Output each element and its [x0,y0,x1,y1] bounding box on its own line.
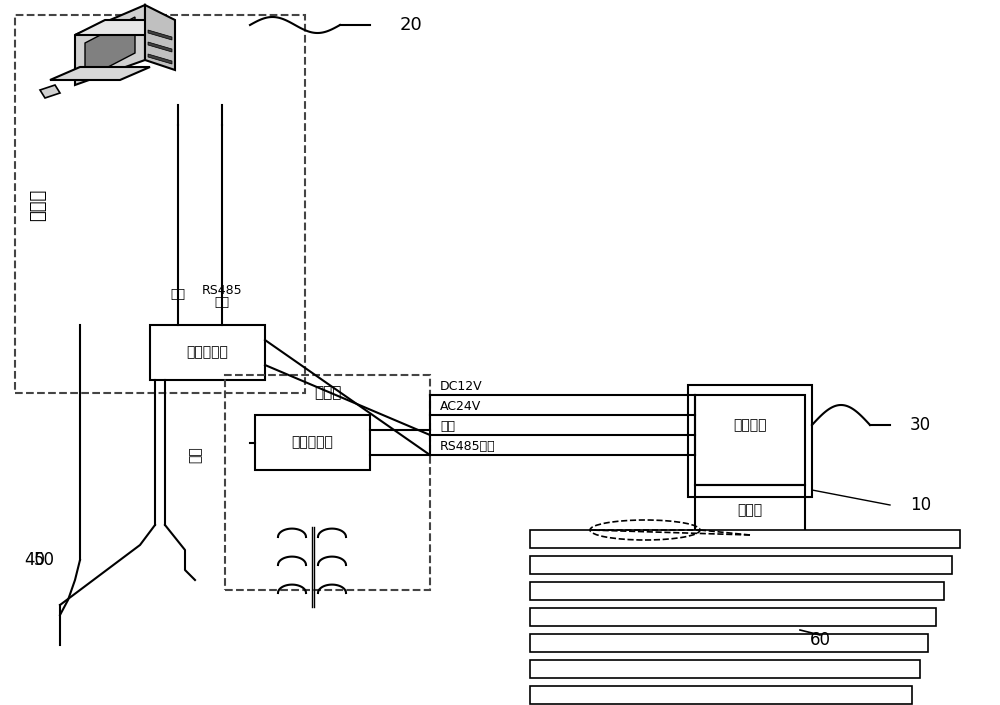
Text: 网线: 网线 [440,420,455,434]
Text: 网线: 网线 [214,297,230,309]
Polygon shape [148,42,172,52]
Text: 控制室: 控制室 [29,189,47,221]
Bar [255,415,370,470]
Text: 10: 10 [910,496,931,514]
Bar [695,485,805,535]
Text: 20: 20 [400,16,423,34]
Text: DC12V: DC12V [440,381,483,393]
Bar [530,686,912,704]
Text: 电动云台: 电动云台 [733,418,767,432]
Text: 30: 30 [910,416,931,434]
Bar [530,634,928,652]
Bar [695,395,805,485]
Polygon shape [50,67,150,80]
Polygon shape [85,17,135,79]
Polygon shape [40,85,60,98]
Text: 光纤: 光纤 [188,447,202,463]
Bar [530,530,960,548]
Text: AC24V: AC24V [440,400,481,414]
Bar [530,582,944,600]
Text: 第一光端机: 第一光端机 [292,436,333,450]
Text: 50: 50 [34,551,55,569]
Text: RS485网线: RS485网线 [440,441,496,453]
Text: 热像仪: 热像仪 [737,503,763,517]
Text: 电器笱: 电器笱 [314,386,341,400]
Polygon shape [75,5,145,85]
Bar [225,375,430,590]
Bar [530,660,920,678]
Text: RS485: RS485 [202,283,242,297]
Bar [15,15,305,393]
Polygon shape [75,20,175,35]
Bar [530,556,952,574]
Bar [530,608,936,626]
Polygon shape [148,54,172,64]
Polygon shape [145,5,175,70]
Text: 第二光端机: 第二光端机 [187,345,228,360]
Text: 网线: 网线 [170,288,186,302]
Bar [150,325,265,380]
Text: 60: 60 [810,631,830,649]
Text: 40: 40 [24,551,45,569]
Bar [688,385,812,497]
Polygon shape [148,30,172,40]
